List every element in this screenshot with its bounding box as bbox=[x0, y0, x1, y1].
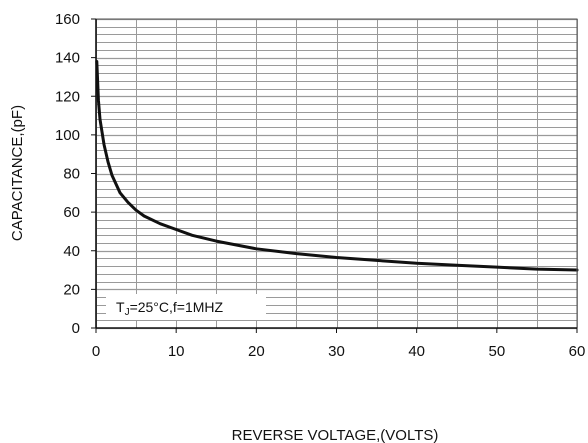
y-axis-label: CAPACITANCE,(pF) bbox=[9, 105, 26, 241]
x-tick-label: 0 bbox=[92, 343, 100, 360]
y-tick-label: 80 bbox=[63, 166, 80, 183]
y-tick-label: 120 bbox=[55, 88, 80, 105]
y-tick-label: 160 bbox=[55, 11, 80, 28]
annotation-text: TJ=25°C,f=1MHZ bbox=[116, 299, 224, 318]
y-tick-label: 60 bbox=[63, 204, 80, 221]
y-tick-label: 100 bbox=[55, 127, 80, 144]
x-tick-label: 40 bbox=[408, 343, 425, 360]
y-tick-label: 40 bbox=[63, 243, 80, 260]
plot-area bbox=[95, 59, 579, 272]
y-tick-label: 20 bbox=[63, 281, 80, 298]
x-tick-label: 50 bbox=[488, 343, 505, 360]
y-tick-labels: 0 20 40 60 80 100 120 140 160 bbox=[55, 11, 96, 337]
x-axis-label: REVERSE VOLTAGE,(VOLTS) bbox=[232, 427, 439, 443]
x-tick-label: 30 bbox=[328, 343, 345, 360]
x-tick-label: 10 bbox=[168, 343, 185, 360]
x-tick-label: 20 bbox=[248, 343, 265, 360]
x-tick-label: 60 bbox=[569, 343, 586, 360]
annotation-box: TJ=25°C,f=1MHZ bbox=[106, 294, 266, 320]
y-tick-label: 0 bbox=[72, 320, 80, 337]
capacitance-curve bbox=[95, 59, 579, 272]
y-tick-label: 140 bbox=[55, 50, 80, 67]
x-tick-labels: 0 10 20 30 40 50 60 bbox=[92, 328, 586, 360]
grid-lines bbox=[96, 18, 578, 330]
